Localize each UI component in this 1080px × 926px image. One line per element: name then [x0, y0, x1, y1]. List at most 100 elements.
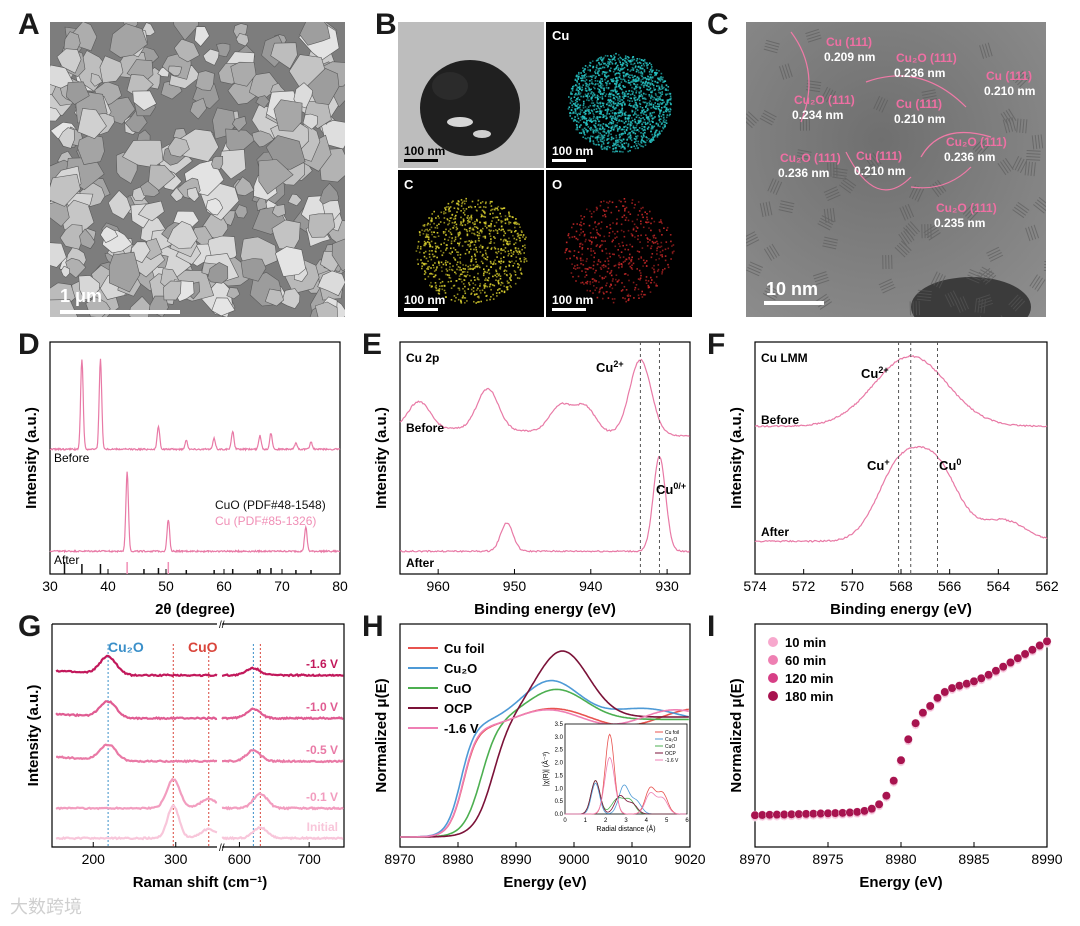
map-pixel	[621, 216, 624, 218]
map-pixel	[496, 207, 498, 210]
map-pixel	[603, 146, 606, 149]
map-pixel	[667, 89, 669, 92]
map-pixel	[640, 59, 643, 61]
x-tick-label: 50	[158, 578, 174, 594]
map-pixel	[423, 243, 426, 245]
map-pixel	[660, 93, 663, 96]
map-pixel	[669, 95, 672, 98]
map-pixel	[577, 75, 580, 78]
map-pixel	[602, 102, 605, 105]
map-pixel	[603, 139, 606, 142]
map-pixel	[607, 95, 610, 98]
map-pixel	[597, 83, 599, 85]
map-pixel	[499, 268, 502, 270]
map-pixel	[577, 117, 580, 120]
d-spacing-label: 0.236 nm	[894, 66, 945, 80]
map-pixel	[449, 277, 452, 279]
map-pixel	[623, 146, 626, 149]
sem-grain	[173, 22, 199, 41]
map-pixel	[581, 89, 583, 92]
map-pixel	[427, 241, 429, 243]
map-pixel	[497, 209, 499, 211]
map-pixel	[590, 135, 592, 138]
map-pixel	[466, 233, 469, 236]
map-pixel	[641, 137, 644, 139]
map-pixel	[627, 229, 630, 232]
map-pixel	[457, 204, 460, 206]
map-pixel	[444, 231, 446, 233]
map-pixel	[573, 112, 575, 114]
map-pixel	[638, 269, 641, 272]
map-pixel	[485, 206, 487, 209]
map-pixel	[601, 71, 604, 73]
map-pixel	[434, 242, 437, 245]
map-pixel	[462, 264, 464, 266]
map-pixel	[605, 84, 608, 87]
map-pixel	[610, 93, 612, 96]
map-pixel	[614, 63, 617, 65]
map-pixel	[430, 281, 432, 284]
map-pixel	[423, 262, 425, 265]
inset-y-tick-label: 3.0	[555, 735, 564, 741]
map-pixel	[479, 292, 482, 294]
map-pixel	[608, 123, 610, 125]
map-pixel	[641, 109, 643, 112]
map-pixel	[478, 237, 480, 240]
map-pixel	[662, 81, 664, 83]
map-pixel	[659, 102, 662, 104]
map-pixel	[578, 234, 581, 236]
map-pixel	[476, 301, 479, 303]
map-pixel	[586, 268, 588, 270]
map-pixel	[610, 136, 613, 139]
map-pixel	[661, 84, 663, 86]
map-pixel	[656, 136, 659, 138]
map-pixel	[481, 214, 483, 217]
map-pixel	[616, 82, 618, 84]
map-pixel	[511, 216, 513, 218]
x-tick-label: 960	[426, 578, 450, 594]
map-pixel	[600, 111, 602, 114]
map-pixel	[478, 234, 481, 237]
sem-grain	[186, 187, 200, 203]
lattice-fringe	[826, 89, 834, 103]
map-pixel	[636, 268, 638, 270]
map-pixel	[523, 261, 526, 263]
map-pixel	[427, 234, 430, 236]
lattice-fringe	[764, 290, 778, 298]
lattice-fringe	[978, 271, 992, 280]
map-pixel	[516, 222, 519, 225]
map-pixel	[580, 72, 582, 74]
map-pixel	[649, 140, 652, 143]
map-pixel	[651, 96, 654, 98]
map-pixel	[591, 60, 594, 62]
x-tick-label: 8990	[500, 851, 531, 867]
map-pixel	[666, 101, 668, 103]
lattice-fringe	[922, 92, 936, 96]
map-pixel	[578, 91, 580, 93]
map-pixel	[479, 244, 482, 247]
map-pixel	[645, 78, 648, 81]
map-pixel	[621, 99, 624, 101]
map-pixel	[634, 80, 637, 82]
map-pixel	[638, 210, 641, 212]
map-pixel	[636, 83, 639, 86]
map-pixel	[467, 268, 470, 271]
map-pixel	[515, 230, 517, 232]
map-pixel	[644, 144, 647, 146]
map-pixel	[619, 111, 621, 114]
lattice-fringe	[767, 285, 780, 293]
map-pixel	[633, 106, 635, 108]
map-pixel	[466, 274, 469, 276]
map-pixel	[433, 270, 436, 272]
map-pixel	[579, 93, 581, 96]
map-pixel	[434, 286, 437, 288]
map-pixel	[583, 102, 585, 105]
map-pixel	[506, 242, 508, 245]
map-pixel	[452, 265, 454, 267]
lattice-fringe	[772, 180, 780, 194]
map-pixel	[519, 269, 522, 271]
map-pixel	[631, 264, 633, 266]
map-pixel	[601, 143, 603, 146]
map-pixel	[448, 207, 450, 210]
map-pixel	[635, 90, 638, 92]
